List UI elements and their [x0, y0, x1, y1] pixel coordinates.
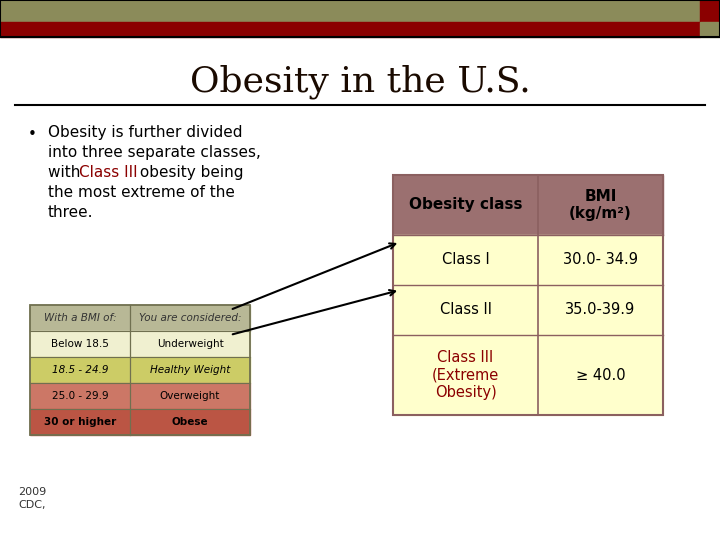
- Text: BMI
(kg/m²): BMI (kg/m²): [569, 189, 632, 221]
- Text: Class III
(Extreme
Obesity): Class III (Extreme Obesity): [432, 350, 499, 400]
- Text: with Class III obesity being: with Class III obesity being: [48, 165, 253, 180]
- Bar: [700, 22, 720, 37]
- Bar: [30, 409, 250, 435]
- Text: Class III: Class III: [79, 165, 138, 180]
- Text: You are considered:: You are considered:: [139, 313, 241, 323]
- Bar: [0, 0, 720, 37]
- Bar: [393, 175, 663, 235]
- Text: obesity being: obesity being: [135, 165, 243, 180]
- Text: Underweight: Underweight: [157, 339, 223, 349]
- Text: 25.0 - 29.9: 25.0 - 29.9: [52, 391, 108, 401]
- Text: Class I: Class I: [441, 253, 490, 267]
- Text: ≥ 40.0: ≥ 40.0: [576, 368, 625, 382]
- Bar: [393, 285, 663, 335]
- Bar: [393, 235, 663, 285]
- Text: three.: three.: [48, 205, 94, 220]
- Text: Obesity in the U.S.: Obesity in the U.S.: [189, 65, 531, 99]
- Bar: [30, 383, 250, 409]
- Bar: [393, 335, 663, 415]
- Text: 30 or higher: 30 or higher: [44, 417, 116, 427]
- Text: CDC,: CDC,: [18, 500, 45, 510]
- Bar: [30, 331, 250, 357]
- Text: Obesity is further divided: Obesity is further divided: [48, 125, 243, 140]
- Text: with: with: [48, 165, 85, 180]
- Text: 35.0-39.9: 35.0-39.9: [565, 302, 636, 318]
- Text: Overweight: Overweight: [160, 391, 220, 401]
- Bar: [393, 175, 663, 415]
- Bar: [0, 0, 700, 22]
- Text: Obesity class: Obesity class: [409, 198, 522, 213]
- Bar: [30, 357, 250, 383]
- Bar: [0, 22, 700, 37]
- Text: 2009: 2009: [18, 487, 46, 497]
- Text: Obese: Obese: [171, 417, 208, 427]
- Text: 18.5 - 24.9: 18.5 - 24.9: [52, 365, 108, 375]
- Text: into three separate classes,: into three separate classes,: [48, 145, 261, 160]
- Text: •: •: [28, 127, 37, 142]
- Bar: [30, 305, 250, 331]
- Text: Below 18.5: Below 18.5: [51, 339, 109, 349]
- Text: the most extreme of the: the most extreme of the: [48, 185, 235, 200]
- Text: With a BMI of:: With a BMI of:: [44, 313, 117, 323]
- Text: Healthy Weight: Healthy Weight: [150, 365, 230, 375]
- Text: Class II: Class II: [439, 302, 492, 318]
- Bar: [700, 0, 720, 22]
- Text: 30.0- 34.9: 30.0- 34.9: [563, 253, 638, 267]
- Bar: [30, 305, 250, 435]
